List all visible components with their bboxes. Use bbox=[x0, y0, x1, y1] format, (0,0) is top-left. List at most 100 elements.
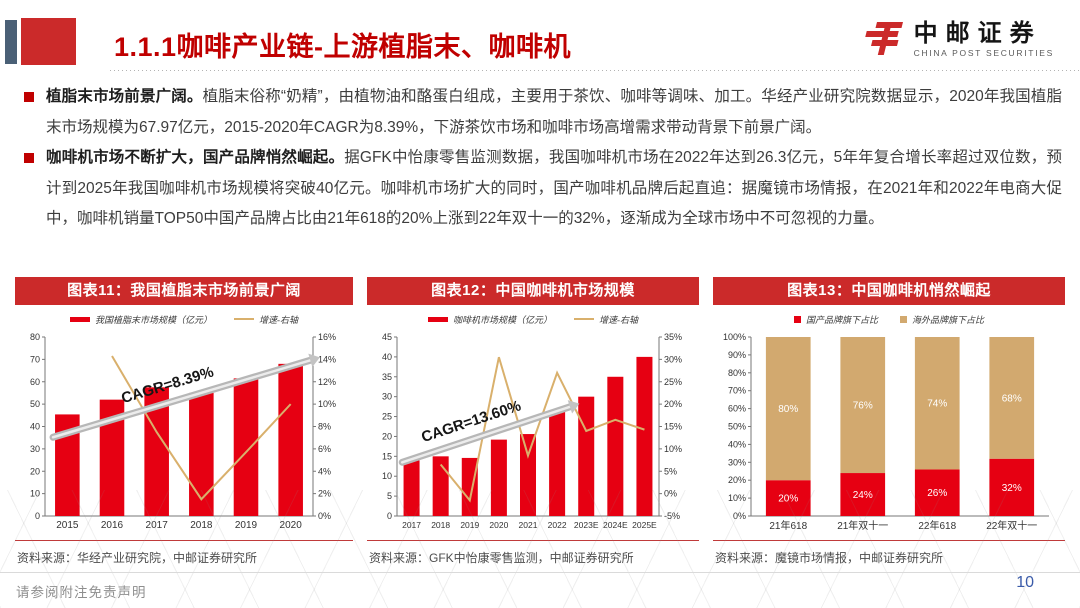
company-name-en: CHINA POST SECURITIES bbox=[913, 47, 1054, 58]
svg-text:2017: 2017 bbox=[146, 520, 169, 531]
svg-text:0: 0 bbox=[387, 511, 392, 521]
svg-text:32%: 32% bbox=[1002, 483, 1022, 494]
legend-swatch-icon bbox=[69, 316, 90, 322]
source-divider bbox=[713, 540, 1065, 541]
svg-text:2018: 2018 bbox=[190, 520, 213, 531]
figure11-legend: 我国植脂末市场规模（亿元） 增速-右轴 bbox=[15, 310, 353, 328]
svg-text:30: 30 bbox=[30, 444, 40, 454]
svg-text:2016: 2016 bbox=[101, 520, 124, 531]
figure13-chart-box: 国产品牌旗下占比 海外品牌旗下占比 0% 10% 20% 30% 40% 50% 60% 70%… bbox=[713, 305, 1065, 539]
svg-text:35%: 35% bbox=[664, 332, 682, 342]
figure13-chart: 0% 10% 20% 30% 40% 50% 60% 70% 80% 90% 100% 21年618 2… bbox=[723, 332, 1049, 532]
legend-item: 咖啡机市场规模（亿元） bbox=[427, 313, 552, 326]
svg-text:20%: 20% bbox=[664, 399, 682, 409]
svg-text:0%: 0% bbox=[664, 489, 677, 499]
bullet-lead: 咖啡机市场不断扩大，国产品牌悄然崛起。 bbox=[46, 149, 345, 166]
svg-text:2020: 2020 bbox=[280, 520, 303, 531]
svg-text:16%: 16% bbox=[318, 332, 336, 342]
figure12-source: 资料来源：GFK中怡康零售监测，中邮证券研究所 bbox=[369, 551, 634, 565]
company-name: 中邮证券 bbox=[913, 19, 1042, 47]
svg-text:2%: 2% bbox=[318, 489, 331, 499]
svg-text:20%: 20% bbox=[778, 494, 798, 505]
bullet-square-icon bbox=[24, 92, 34, 102]
svg-text:21年618: 21年618 bbox=[769, 519, 807, 532]
svg-text:21年双十一: 21年双十一 bbox=[837, 519, 888, 532]
figure13-source: 资料来源：魔镜市场情报，中邮证券研究所 bbox=[715, 551, 944, 565]
svg-text:2019: 2019 bbox=[460, 520, 479, 530]
growth-line bbox=[111, 355, 292, 501]
svg-text:10%: 10% bbox=[664, 444, 682, 454]
svg-text:10: 10 bbox=[382, 471, 392, 481]
svg-text:22年双十一: 22年双十一 bbox=[986, 519, 1037, 532]
svg-text:-5%: -5% bbox=[664, 511, 680, 521]
source-divider bbox=[15, 540, 353, 541]
svg-text:25: 25 bbox=[382, 412, 392, 422]
legend-swatch-icon bbox=[427, 316, 448, 322]
figure13-panel: 图表13：中国咖啡机悄然崛起 国产品牌旗下占比 海外品牌旗下占比 0% 10% 20%… bbox=[713, 277, 1065, 566]
svg-text:2018: 2018 bbox=[431, 520, 450, 530]
svg-text:35: 35 bbox=[382, 372, 392, 382]
legend-item: 海外品牌旗下占比 bbox=[900, 313, 984, 326]
svg-text:12%: 12% bbox=[318, 377, 336, 387]
svg-text:80: 80 bbox=[30, 332, 40, 342]
legend-label: 海外品牌旗下占比 bbox=[912, 314, 985, 325]
source-divider bbox=[367, 540, 699, 541]
svg-text:40: 40 bbox=[30, 422, 40, 432]
disclaimer-text: 请参阅附注免责声明 bbox=[16, 585, 147, 600]
bullet-item: 植脂末市场前景广阔。植脂末俗称“奶精”，由植物油和酪蛋白组成，主要用于茶饮、咖啡… bbox=[22, 82, 1062, 143]
figure13-legend: 国产品牌旗下占比 海外品牌旗下占比 bbox=[713, 310, 1065, 328]
svg-text:6%: 6% bbox=[318, 444, 331, 454]
svg-text:2015: 2015 bbox=[56, 520, 79, 531]
axis-labels: 0 5 10 15 20 25 30 35 40 45 -5% 0% 5% 10% 15% 20% 25% 30%… bbox=[382, 332, 682, 530]
legend-item: 国产品牌旗下占比 bbox=[793, 313, 878, 326]
svg-text:40%: 40% bbox=[728, 439, 746, 449]
cagr-arrow bbox=[49, 353, 320, 441]
legend-label: 增速-右轴 bbox=[599, 314, 638, 325]
figure12-legend: 咖啡机市场规模（亿元） 增速-右轴 bbox=[367, 310, 699, 328]
figure12-title: 图表12：中国咖啡机市场规模 bbox=[367, 277, 699, 305]
stacked-bars: 20% 80% 24% 76% 26% 74% 32% 68% bbox=[765, 337, 1035, 516]
title-divider bbox=[110, 70, 1080, 71]
svg-text:24%: 24% bbox=[853, 490, 873, 501]
svg-text:40: 40 bbox=[382, 352, 392, 362]
svg-text:14%: 14% bbox=[318, 354, 336, 364]
legend-swatch-icon bbox=[793, 315, 801, 323]
svg-text:50%: 50% bbox=[728, 422, 746, 432]
svg-text:26%: 26% bbox=[927, 488, 947, 499]
figure12-panel: 图表12：中国咖啡机市场规模 咖啡机市场规模（亿元） 增速-右轴 0 5 10 15 20… bbox=[367, 277, 699, 566]
bullet-text: 据GFK中怡康零售监测数据，我国咖啡机市场在2022年达到26.3亿元，5年年复… bbox=[46, 149, 1062, 227]
svg-text:60: 60 bbox=[30, 377, 40, 387]
svg-text:100%: 100% bbox=[723, 332, 746, 342]
legend-label: 增速-右轴 bbox=[259, 314, 298, 325]
svg-text:50: 50 bbox=[30, 399, 40, 409]
svg-text:2025E: 2025E bbox=[632, 520, 657, 530]
summary-bullets: 植脂末市场前景广阔。植脂末俗称“奶精”，由植物油和酪蛋白组成，主要用于茶饮、咖啡… bbox=[22, 82, 1062, 235]
header-accent-red bbox=[21, 18, 76, 65]
svg-text:15: 15 bbox=[382, 451, 392, 461]
svg-text:5: 5 bbox=[387, 491, 392, 501]
bullet-item: 咖啡机市场不断扩大，国产品牌悄然崛起。据GFK中怡康零售监测数据，我国咖啡机市场… bbox=[22, 143, 1062, 235]
svg-text:30%: 30% bbox=[664, 354, 682, 364]
svg-text:45: 45 bbox=[382, 332, 392, 342]
svg-text:30: 30 bbox=[382, 392, 392, 402]
axes bbox=[42, 336, 316, 517]
svg-text:20: 20 bbox=[30, 466, 40, 476]
svg-text:10: 10 bbox=[30, 489, 40, 499]
svg-text:4%: 4% bbox=[318, 466, 331, 476]
svg-text:2023E: 2023E bbox=[574, 520, 599, 530]
figure11-panel: 图表11：我国植脂末市场前景广阔 我国植脂末市场规模（亿元） 增速-右轴 0 10 2… bbox=[15, 277, 353, 566]
svg-text:2017: 2017 bbox=[402, 520, 421, 530]
legend-label: 我国植脂末市场规模（亿元） bbox=[94, 314, 212, 325]
svg-text:0%: 0% bbox=[318, 511, 331, 521]
svg-text:2022: 2022 bbox=[548, 520, 567, 530]
svg-text:90%: 90% bbox=[728, 350, 746, 360]
svg-text:68%: 68% bbox=[1002, 393, 1022, 404]
legend-item: 我国植脂末市场规模（亿元） bbox=[69, 313, 212, 326]
svg-text:20%: 20% bbox=[728, 475, 746, 485]
legend-swatch-icon bbox=[234, 318, 254, 320]
svg-text:2021: 2021 bbox=[519, 520, 538, 530]
charts-row: 图表11：我国植脂末市场前景广阔 我国植脂末市场规模（亿元） 增速-右轴 0 10 2… bbox=[15, 277, 1065, 566]
legend-label: 咖啡机市场规模（亿元） bbox=[452, 314, 552, 325]
legend-swatch-icon bbox=[900, 315, 907, 323]
svg-text:0: 0 bbox=[35, 511, 40, 521]
